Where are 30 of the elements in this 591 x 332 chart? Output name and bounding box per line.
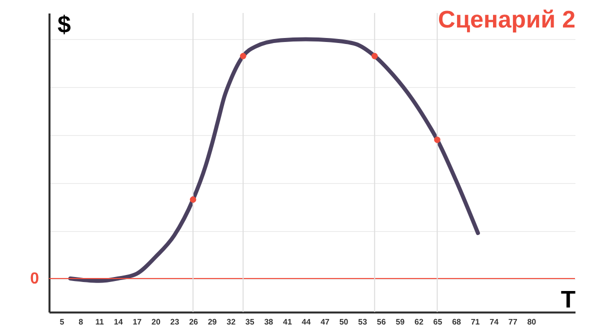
x-tick-label: 26: [189, 318, 199, 326]
x-tick-label: 23: [170, 318, 180, 326]
x-tick-label: 41: [283, 318, 292, 326]
x-tick-label: 38: [264, 318, 274, 326]
x-tick-label: 44: [302, 318, 312, 326]
x-tick-label: 29: [208, 318, 218, 326]
x-tick-label: 77: [508, 318, 518, 326]
x-axis-title: T: [560, 286, 576, 314]
x-tick-label: 47: [320, 318, 330, 326]
x-tick-label: 59: [396, 318, 406, 326]
x-tick-label: 5: [60, 318, 65, 326]
x-tick-label: 17: [132, 318, 142, 326]
ref-line-label: 0: [30, 270, 40, 288]
x-tick-label: 71: [470, 318, 480, 326]
x-tick-label: 65: [433, 318, 443, 326]
x-tick-label: 8: [78, 318, 84, 326]
chart-title: Сценарий 2: [438, 6, 576, 34]
x-tick-label: 56: [376, 318, 386, 326]
x-tick-label: 74: [490, 318, 500, 326]
x-tick-label: 32: [226, 318, 236, 326]
x-tick-label: 80: [527, 318, 537, 326]
x-tick-label: 62: [414, 318, 424, 326]
x-tick-label: 35: [245, 318, 255, 326]
x-tick-label: 53: [358, 318, 368, 326]
x-tick-label: 68: [452, 318, 462, 326]
x-tick-label: 11: [95, 318, 104, 326]
x-tick-label: 50: [339, 318, 349, 326]
x-tick-label: 20: [152, 318, 161, 326]
y-axis-title: $: [58, 12, 72, 38]
x-tick-label: 14: [114, 318, 124, 326]
